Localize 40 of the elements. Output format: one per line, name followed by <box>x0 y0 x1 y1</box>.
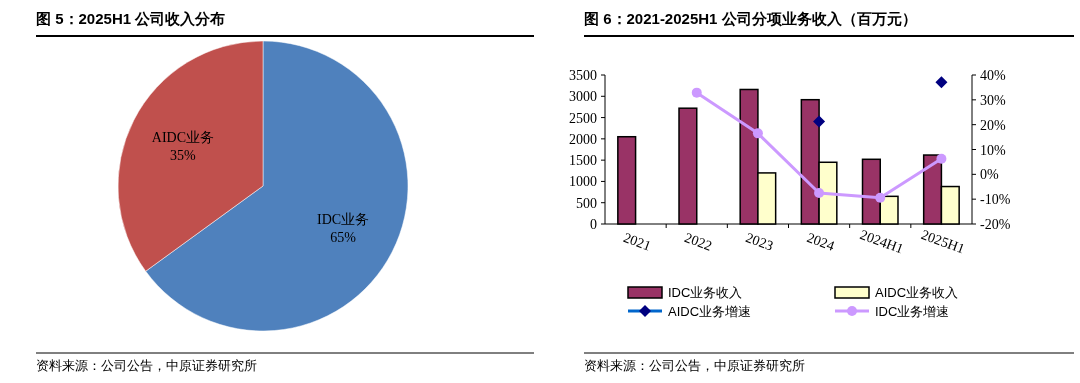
x-tick-label: 2025H1 <box>919 227 967 257</box>
chart-title: 图 5：2025H1 公司收入分布 <box>36 10 226 27</box>
y-tick-label: 1000 <box>569 174 597 190</box>
data-label: 65% <box>330 229 357 245</box>
y-tick-label: 1500 <box>569 153 597 169</box>
y2-tick-label: 40% <box>980 68 1006 83</box>
text: 资料来源：公司公告，中原证券研究所 <box>36 358 257 373</box>
y2-tick-label: 10% <box>980 142 1006 158</box>
y-tick-label: 2500 <box>569 110 597 126</box>
chart-title: 图 6：2021-2025H1 公司分项业务收入（百万元） <box>584 10 917 27</box>
legend-label: AIDC业务收入 <box>875 285 959 300</box>
y2-tick-label: 30% <box>980 92 1006 108</box>
legend-label: AIDC业务增速 <box>668 304 752 319</box>
y2-tick-label: -20% <box>980 217 1011 232</box>
y-tick-label: 0 <box>590 217 597 232</box>
point <box>752 128 763 139</box>
point <box>813 115 826 128</box>
x-tick-label: 2021 <box>621 229 653 254</box>
x-tick-label: 2022 <box>682 229 715 254</box>
point <box>875 192 886 203</box>
y-tick-label: 3500 <box>569 68 597 83</box>
y-tick-label: 3000 <box>569 89 597 105</box>
y2-tick-label: 0% <box>980 167 999 183</box>
y2-tick-label: 20% <box>980 117 1006 133</box>
y2-tick-label: -10% <box>980 192 1011 208</box>
y-tick-label: 500 <box>576 195 597 211</box>
slice-label: AIDC业务 <box>151 130 215 146</box>
data-label: 35% <box>170 148 197 164</box>
x-tick-label: 2024H1 <box>858 227 906 257</box>
x-tick-label: 2024 <box>804 229 837 254</box>
legend-label: IDC业务收入 <box>668 285 743 300</box>
point <box>691 87 702 98</box>
point <box>814 187 825 198</box>
y-tick-label: 2000 <box>569 131 597 147</box>
x-tick-label: 2023 <box>743 229 776 254</box>
legend-label: IDC业务增速 <box>875 304 950 319</box>
slice-label: IDC业务 <box>317 211 370 227</box>
point <box>935 76 948 89</box>
point <box>936 153 947 164</box>
text: 资料来源：公司公告，中原证券研究所 <box>584 358 805 373</box>
